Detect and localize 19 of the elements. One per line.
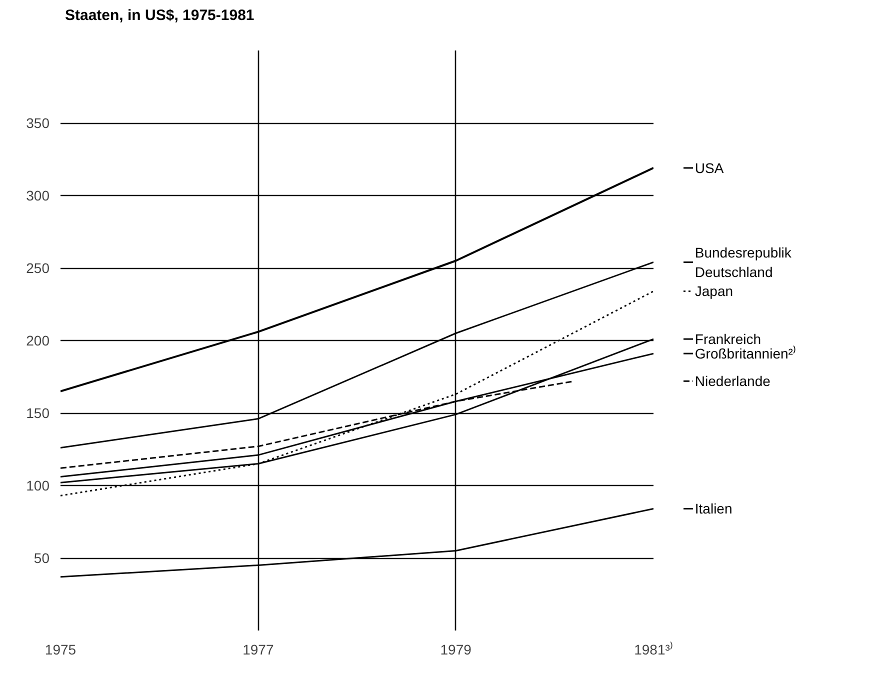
- y-tick-label: 50: [34, 550, 50, 566]
- y-tick-label: 250: [26, 260, 50, 276]
- x-tick-label: 1977: [242, 642, 274, 658]
- chart-title: Staaten, in US$, 1975-1981: [65, 6, 254, 26]
- legend-label: USA: [694, 160, 724, 176]
- y-tick-label: 150: [26, 405, 50, 421]
- legend-label: Niederlande: [694, 373, 771, 390]
- legend-label: Bundesrepublik Deutschland: [694, 244, 792, 280]
- y-tick-label: 200: [26, 332, 50, 348]
- y-tick-label: 100: [26, 478, 50, 494]
- x-tick-label: 1981³⁾: [634, 642, 673, 658]
- legend-label: Italien: [694, 500, 732, 517]
- x-tick-label: 1975: [44, 642, 76, 658]
- x-tick-label: 1979: [440, 642, 472, 658]
- legend-label: Japan: [694, 283, 734, 300]
- legend-label: Frankreich: [694, 331, 762, 348]
- legend-label: Großbritannien²⁾: [694, 346, 796, 362]
- y-tick-label: 350: [26, 115, 50, 131]
- y-tick-label: 300: [26, 188, 50, 204]
